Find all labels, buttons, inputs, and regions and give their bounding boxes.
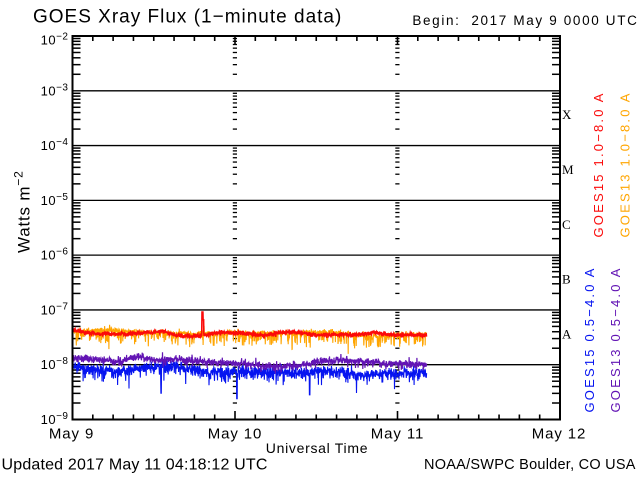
- svg-text:GOES15 1.0−8.0 A: GOES15 1.0−8.0 A: [591, 91, 606, 237]
- svg-text:A: A: [562, 326, 572, 341]
- svg-text:C: C: [562, 217, 571, 232]
- svg-text:Universal Time: Universal Time: [266, 440, 368, 456]
- svg-text:May 12: May 12: [532, 426, 587, 443]
- svg-text:10−8: 10−8: [41, 356, 69, 372]
- svg-text:10−4: 10−4: [41, 137, 69, 153]
- svg-text:GOES15 0.5−4.0 A: GOES15 0.5−4.0 A: [582, 266, 597, 412]
- svg-text:10−2: 10−2: [41, 32, 69, 48]
- svg-text:May 10: May 10: [208, 426, 263, 443]
- svg-text:May 9: May 9: [49, 426, 94, 443]
- svg-text:Begin: 2017 May 9 0000 UTC: Begin: 2017 May 9 0000 UTC: [412, 13, 638, 28]
- svg-text:May 11: May 11: [371, 426, 424, 443]
- svg-text:10−5: 10−5: [41, 192, 69, 208]
- svg-text:X: X: [562, 107, 572, 122]
- svg-text:M: M: [562, 162, 574, 177]
- svg-text:Watts m−2: Watts m−2: [12, 170, 34, 253]
- svg-text:10−3: 10−3: [41, 82, 69, 98]
- svg-text:Updated 2017 May 11 04:18:12 U: Updated 2017 May 11 04:18:12 UTC: [2, 457, 268, 474]
- svg-text:GOES13 0.5−4.0 A: GOES13 0.5−4.0 A: [608, 266, 623, 412]
- svg-text:NOAA/SWPC Boulder, CO USA: NOAA/SWPC Boulder, CO USA: [424, 457, 636, 473]
- svg-text:GOES13 1.0−8.0 A: GOES13 1.0−8.0 A: [618, 91, 633, 237]
- svg-text:10−6: 10−6: [41, 247, 69, 263]
- svg-text:10−7: 10−7: [41, 301, 69, 317]
- svg-text:GOES Xray Flux (1−minute data): GOES Xray Flux (1−minute data): [33, 7, 342, 28]
- svg-text:B: B: [562, 272, 571, 287]
